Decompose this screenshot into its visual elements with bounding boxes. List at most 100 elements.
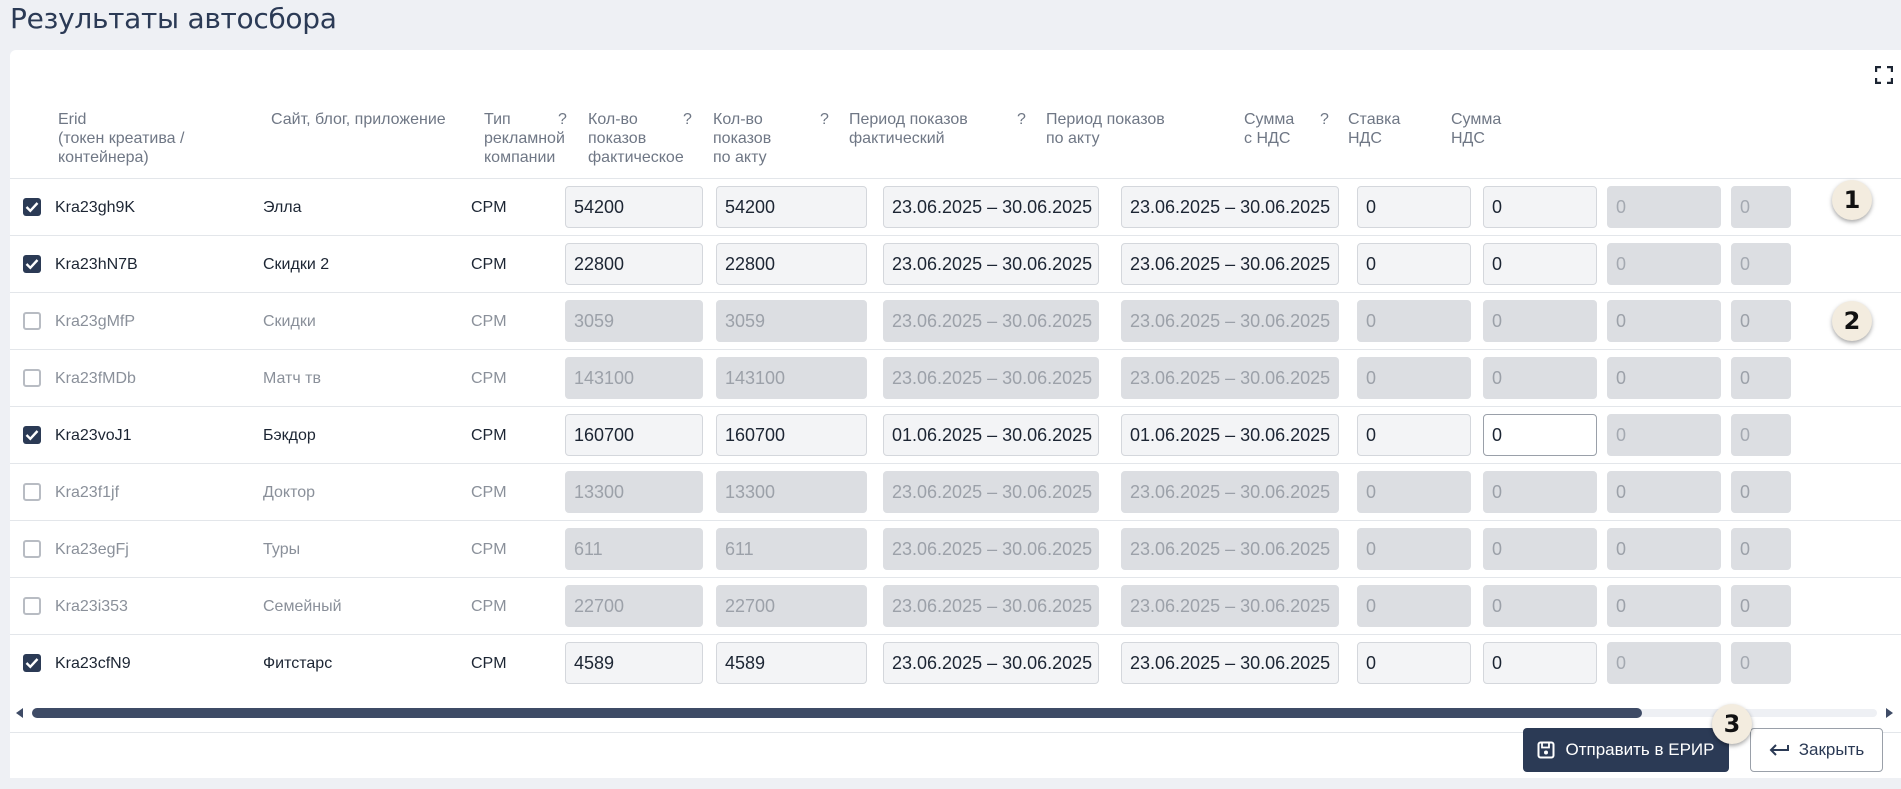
- footer-divider: [10, 732, 1901, 733]
- period-act-input[interactable]: 01.06.2025 – 30.06.2025: [1121, 414, 1339, 456]
- sum-vat-input: 0: [1357, 357, 1471, 399]
- help-icon-campaign-type[interactable]: ?: [558, 111, 567, 128]
- help-icon-sum-vat[interactable]: ?: [1320, 111, 1329, 128]
- vat-rate-input: 0: [1483, 585, 1597, 627]
- vat-sum-input: 0: [1607, 528, 1721, 570]
- period-act-input: 23.06.2025 – 30.06.2025: [1121, 357, 1339, 399]
- table-row: Kra23i353 Семейный CPM 22700 22700 23.06.2025…: [10, 577, 1901, 635]
- site-cell: Элла: [263, 199, 302, 216]
- erid-cell: Kra23cfN9: [55, 655, 131, 672]
- shows-act-input[interactable]: 54200: [716, 186, 867, 228]
- erid-cell: Kra23i353: [55, 598, 128, 615]
- table-row: Kra23gMfP Скидки CPM 3059 3059 23.06.2025 – 3…: [10, 292, 1901, 350]
- shows-fact-input[interactable]: 4589: [565, 642, 703, 684]
- shows-fact-input: 3059: [565, 300, 703, 342]
- campaign-type-cell: CPM: [471, 256, 507, 273]
- shows-act-input: 611: [716, 528, 867, 570]
- sum-vat-input: 0: [1357, 300, 1471, 342]
- site-cell: Бэкдор: [263, 427, 316, 444]
- campaign-type-cell: CPM: [471, 313, 507, 330]
- close-label: Закрыть: [1798, 740, 1865, 759]
- table-row: Kra23cfN9 Фитстарс CPM 4589 4589 23.06.2025 –…: [10, 634, 1901, 690]
- scroll-left-arrow-icon[interactable]: [16, 708, 23, 718]
- help-icon-shows-fact[interactable]: ?: [683, 111, 692, 128]
- vat-sum-input: 0: [1607, 300, 1721, 342]
- shows-act-input[interactable]: 22800: [716, 243, 867, 285]
- period-fact-input[interactable]: 01.06.2025 – 30.06.2025: [883, 414, 1099, 456]
- row-checkbox[interactable]: [23, 369, 41, 387]
- campaign-type-cell: CPM: [471, 484, 507, 501]
- next-column-input: 0: [1731, 243, 1791, 285]
- table-row: Kra23fMDb Матч тв CPM 143100 143100 23.06.202…: [10, 349, 1901, 407]
- period-act-input[interactable]: 23.06.2025 – 30.06.2025: [1121, 186, 1339, 228]
- period-act-input[interactable]: 23.06.2025 – 30.06.2025: [1121, 642, 1339, 684]
- scrollbar-thumb[interactable]: [32, 708, 1642, 718]
- shows-fact-input[interactable]: 22800: [565, 243, 703, 285]
- period-act-input: 23.06.2025 – 30.06.2025: [1121, 585, 1339, 627]
- table-row: Kra23voJ1 Бэкдор CPM 160700 160700 01.06.2025…: [10, 406, 1901, 464]
- period-act-input[interactable]: 23.06.2025 – 30.06.2025: [1121, 243, 1339, 285]
- row-checkbox-checked[interactable]: [23, 255, 41, 273]
- results-table: Erid (токен креатива / контейнера) Сайт,…: [10, 50, 1901, 690]
- row-checkbox-checked[interactable]: [23, 198, 41, 216]
- shows-fact-input[interactable]: 160700: [565, 414, 703, 456]
- site-cell: Скидки: [263, 313, 316, 330]
- send-to-erir-label: Отправить в ЕРИР: [1565, 740, 1715, 759]
- send-to-erir-button[interactable]: Отправить в ЕРИР: [1523, 728, 1729, 772]
- save-icon: [1537, 741, 1555, 759]
- row-checkbox-checked[interactable]: [23, 426, 41, 444]
- shows-fact-input: 13300: [565, 471, 703, 513]
- vat-rate-input[interactable]: 0: [1483, 414, 1597, 456]
- next-column-input: 0: [1731, 414, 1791, 456]
- erid-cell: Kra23egFj: [55, 541, 129, 558]
- period-fact-input[interactable]: 23.06.2025 – 30.06.2025: [883, 186, 1099, 228]
- table-row: Kra23hN7B Скидки 2 CPM 22800 22800 23.06.2025…: [10, 235, 1901, 293]
- column-header-vat-sum: Сумма НДС: [1451, 111, 1502, 147]
- erid-cell: Kra23hN7B: [55, 256, 138, 273]
- period-fact-input[interactable]: 23.06.2025 – 30.06.2025: [883, 642, 1099, 684]
- period-fact-input: 23.06.2025 – 30.06.2025: [883, 357, 1099, 399]
- erid-cell: Kra23voJ1: [55, 427, 132, 444]
- period-act-input: 23.06.2025 – 30.06.2025: [1121, 528, 1339, 570]
- vat-rate-input[interactable]: 0: [1483, 243, 1597, 285]
- help-icon-shows-act[interactable]: ?: [820, 111, 829, 128]
- vat-sum-input: 0: [1607, 186, 1721, 228]
- horizontal-scrollbar[interactable]: [10, 706, 1901, 720]
- row-checkbox[interactable]: [23, 540, 41, 558]
- period-act-input: 23.06.2025 – 30.06.2025: [1121, 300, 1339, 342]
- site-cell: Доктор: [263, 484, 316, 501]
- column-header-vat-rate: Ставка НДС: [1348, 111, 1401, 147]
- help-icon-period-fact[interactable]: ?: [1017, 111, 1026, 128]
- sum-vat-input[interactable]: 0: [1357, 642, 1471, 684]
- shows-act-input: 22700: [716, 585, 867, 627]
- close-button[interactable]: Закрыть: [1750, 728, 1883, 772]
- next-column-input: 0: [1731, 471, 1791, 513]
- vat-rate-input[interactable]: 0: [1483, 642, 1597, 684]
- vat-rate-input: 0: [1483, 300, 1597, 342]
- shows-fact-input[interactable]: 54200: [565, 186, 703, 228]
- scroll-right-arrow-icon[interactable]: [1886, 708, 1893, 718]
- period-fact-input[interactable]: 23.06.2025 – 30.06.2025: [883, 243, 1099, 285]
- vat-rate-input[interactable]: 0: [1483, 186, 1597, 228]
- site-cell: Семейный: [263, 598, 342, 615]
- campaign-type-cell: CPM: [471, 541, 507, 558]
- column-header-site: Сайт, блог, приложение: [271, 111, 446, 128]
- site-cell: Матч тв: [263, 370, 321, 387]
- sum-vat-input[interactable]: 0: [1357, 414, 1471, 456]
- sum-vat-input[interactable]: 0: [1357, 186, 1471, 228]
- shows-act-input[interactable]: 4589: [716, 642, 867, 684]
- callout-badge-1: 1: [1832, 180, 1872, 220]
- row-checkbox-checked[interactable]: [23, 654, 41, 672]
- site-cell: Фитстарс: [263, 655, 333, 672]
- fullscreen-icon[interactable]: [1875, 66, 1893, 84]
- shows-act-input: 13300: [716, 471, 867, 513]
- shows-fact-input: 143100: [565, 357, 703, 399]
- row-checkbox[interactable]: [23, 312, 41, 330]
- erid-cell: Kra23fMDb: [55, 370, 136, 387]
- row-checkbox[interactable]: [23, 483, 41, 501]
- period-fact-input: 23.06.2025 – 30.06.2025: [883, 471, 1099, 513]
- sum-vat-input[interactable]: 0: [1357, 243, 1471, 285]
- table-row: Kra23gh9K Элла CPM 54200 54200 23.06.2025 – 3…: [10, 178, 1901, 236]
- row-checkbox[interactable]: [23, 597, 41, 615]
- shows-act-input[interactable]: 160700: [716, 414, 867, 456]
